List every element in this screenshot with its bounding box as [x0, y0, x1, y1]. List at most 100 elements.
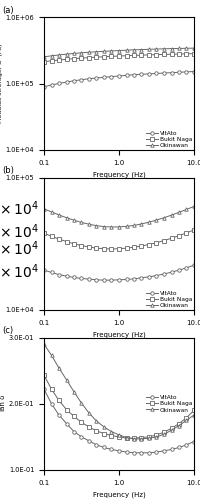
Okinawan	[155, 434, 158, 440]
Okinawan	[178, 46, 180, 52]
VitAto	[103, 74, 105, 80]
Okinawan	[80, 50, 83, 56]
VitAto	[148, 450, 150, 456]
Okinawan	[103, 224, 105, 230]
VitAto	[103, 444, 105, 450]
Okinawan	[193, 412, 195, 418]
Line: Okinawan: Okinawan	[42, 46, 196, 58]
VitAto	[133, 450, 135, 456]
Bukit Naga	[140, 243, 143, 249]
VitAto	[178, 70, 180, 75]
Bukit Naga	[178, 51, 180, 57]
Okinawan	[43, 206, 45, 212]
VitAto	[50, 82, 53, 88]
Okinawan	[155, 217, 158, 223]
VitAto	[193, 68, 195, 74]
Okinawan	[110, 428, 113, 434]
Bukit Naga	[170, 51, 173, 57]
Bukit Naga	[103, 54, 105, 60]
Bukit Naga	[185, 51, 188, 57]
Bukit Naga	[73, 241, 75, 247]
Okinawan	[185, 206, 188, 212]
VitAto	[170, 70, 173, 75]
Okinawan	[65, 377, 68, 383]
Okinawan	[73, 50, 75, 56]
Bukit Naga	[65, 238, 68, 244]
Bukit Naga	[163, 429, 165, 435]
VitAto	[170, 269, 173, 275]
Bukit Naga	[178, 232, 180, 238]
Bukit Naga	[155, 240, 158, 246]
Okinawan	[80, 220, 83, 226]
VitAto	[58, 272, 60, 278]
Text: (c): (c)	[2, 326, 13, 335]
Okinawan	[118, 432, 120, 438]
VitAto	[110, 446, 113, 452]
Bukit Naga	[65, 406, 68, 412]
Bukit Naga	[50, 386, 53, 392]
Okinawan	[65, 51, 68, 57]
Okinawan	[103, 424, 105, 430]
VitAto	[80, 434, 83, 440]
Line: Bukit Naga: Bukit Naga	[42, 52, 196, 64]
VitAto	[178, 444, 180, 450]
Legend: VitAto, Bukit Naga, Okinawan: VitAto, Bukit Naga, Okinawan	[146, 130, 192, 148]
X-axis label: Frequency (Hz): Frequency (Hz)	[93, 332, 145, 338]
VitAto	[155, 272, 158, 278]
VitAto	[80, 276, 83, 281]
Bukit Naga	[103, 246, 105, 252]
VitAto	[43, 84, 45, 90]
VitAto	[73, 78, 75, 84]
VitAto	[43, 267, 45, 273]
Okinawan	[95, 49, 98, 55]
Okinawan	[110, 48, 113, 54]
Okinawan	[170, 212, 173, 218]
Okinawan	[170, 427, 173, 433]
Bukit Naga	[118, 246, 120, 252]
VitAto	[50, 401, 53, 407]
Line: Bukit Naga: Bukit Naga	[42, 374, 196, 440]
VitAto	[58, 80, 60, 86]
Okinawan	[163, 431, 165, 437]
Bukit Naga	[88, 244, 90, 250]
Bukit Naga	[43, 372, 45, 378]
VitAto	[95, 277, 98, 283]
Bukit Naga	[43, 230, 45, 236]
Bukit Naga	[170, 426, 173, 432]
Okinawan	[125, 224, 128, 230]
Okinawan	[88, 410, 90, 416]
Bukit Naga	[50, 58, 53, 64]
VitAto	[110, 74, 113, 80]
Line: VitAto: VitAto	[42, 70, 196, 88]
VitAto	[88, 276, 90, 282]
Bukit Naga	[110, 54, 113, 60]
Bukit Naga	[88, 54, 90, 60]
Okinawan	[193, 204, 195, 210]
VitAto	[125, 449, 128, 455]
Line: Okinawan: Okinawan	[42, 342, 196, 440]
Bukit Naga	[163, 238, 165, 244]
Okinawan	[50, 209, 53, 215]
Bukit Naga	[148, 242, 150, 248]
VitAto	[163, 271, 165, 277]
Okinawan	[80, 400, 83, 406]
Bukit Naga	[170, 235, 173, 241]
Bukit Naga	[133, 52, 135, 59]
Bukit Naga	[95, 245, 98, 251]
Text: (a): (a)	[2, 6, 14, 15]
Bukit Naga	[73, 414, 75, 420]
VitAto	[140, 275, 143, 281]
Okinawan	[50, 352, 53, 358]
Okinawan	[193, 45, 195, 51]
Bukit Naga	[155, 52, 158, 58]
Bukit Naga	[118, 53, 120, 59]
Bukit Naga	[88, 424, 90, 430]
VitAto	[178, 267, 180, 273]
Okinawan	[163, 46, 165, 52]
Text: (b): (b)	[2, 166, 14, 175]
Bukit Naga	[140, 52, 143, 58]
VitAto	[88, 438, 90, 444]
Okinawan	[88, 49, 90, 55]
Bukit Naga	[80, 242, 83, 248]
VitAto	[125, 72, 128, 78]
